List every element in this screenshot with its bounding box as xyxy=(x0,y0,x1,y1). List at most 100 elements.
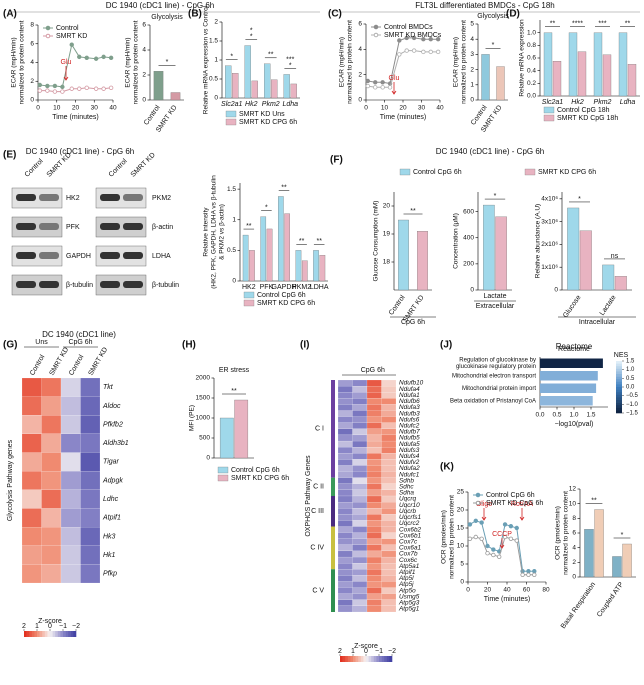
colorbar-swatch xyxy=(616,405,622,409)
significance: * xyxy=(289,62,292,69)
row-label: Uqcrc2 xyxy=(399,520,420,527)
heatmap-cell xyxy=(381,416,397,423)
data-point xyxy=(485,543,490,549)
heatmap-cell xyxy=(41,377,62,397)
row-group-label: C I xyxy=(315,426,324,433)
annotation-arrow xyxy=(481,516,487,521)
data-point xyxy=(497,554,502,559)
colorbar-swatch xyxy=(616,371,622,375)
x-tick-label: 10 xyxy=(381,105,389,112)
legend-swatch xyxy=(225,118,237,126)
heatmap-cell xyxy=(337,410,353,417)
heatmap-cell xyxy=(366,550,382,558)
bar xyxy=(495,216,507,291)
heatmap-cell xyxy=(366,465,382,472)
y-tick-label: 0 xyxy=(470,287,474,294)
colorbar-swatch xyxy=(616,366,622,370)
row-label: Aldoc xyxy=(102,403,121,410)
heatmap-cell xyxy=(21,527,42,546)
chart-title: DC 1940 (cDC1 line) xyxy=(42,330,116,339)
bar xyxy=(579,230,592,291)
heatmap-cell xyxy=(80,415,101,434)
y-axis-label: & PKM2 vs β-actin) xyxy=(219,204,226,260)
bar xyxy=(552,61,562,97)
heatmap-cell xyxy=(366,514,382,521)
series-line xyxy=(39,43,112,88)
heatmap-cell xyxy=(366,392,382,399)
heatmap-cell xyxy=(352,520,368,527)
data-point xyxy=(532,572,537,577)
header: DC 1940 (cDC1 line) - CpG 6h xyxy=(106,1,214,10)
y-tick-label: 6 xyxy=(30,40,34,47)
x-tick-label: LDHA xyxy=(310,284,329,291)
row-label: Ndufa2 xyxy=(399,465,420,472)
row-group-bar xyxy=(331,380,335,478)
y-tick-label: 600 xyxy=(463,208,474,215)
x-tick-label: Ldha xyxy=(620,99,636,106)
data-point xyxy=(404,48,409,53)
heatmap-cell xyxy=(381,428,397,436)
heatmap-cell xyxy=(352,605,368,613)
heatmap-cell xyxy=(366,471,382,478)
heatmap-cell xyxy=(352,502,368,509)
significance: * xyxy=(166,59,169,66)
x-tick-label: Hk2 xyxy=(571,99,584,106)
heatmap-cell xyxy=(337,428,353,436)
row-group-label: C IV xyxy=(310,545,324,552)
heatmap-cell xyxy=(21,545,42,565)
row-label: Cox6b2 xyxy=(399,526,422,533)
bar xyxy=(483,204,495,291)
chart-title: ER stress xyxy=(219,367,250,374)
y-tick-label: 6 xyxy=(358,21,362,28)
y-tick-label: 4 xyxy=(572,544,576,551)
legend-swatch xyxy=(524,168,536,176)
heatmap-cell xyxy=(337,556,353,564)
bar xyxy=(417,231,428,291)
heatmap-cell xyxy=(337,605,353,613)
colorbar-swatch xyxy=(355,656,359,662)
row-label: Ndufb5 xyxy=(399,435,420,442)
blot-band xyxy=(123,252,143,259)
y-tick-label: 0.0 xyxy=(527,93,536,100)
bar xyxy=(260,216,267,282)
y-tick-label: 0.2 xyxy=(527,80,536,87)
bar xyxy=(540,358,603,368)
heatmap-cell xyxy=(366,599,382,606)
data-point xyxy=(526,569,531,574)
data-point xyxy=(514,525,519,531)
colorbar-swatch xyxy=(616,389,622,393)
y-axis-label: normalized to protein content xyxy=(19,20,26,104)
blot-label: LDHA xyxy=(152,253,171,260)
blot-band xyxy=(16,194,36,201)
colorbar-label: −1 xyxy=(59,623,67,630)
chart-title: Reactome xyxy=(558,346,590,353)
blot-band xyxy=(123,281,143,288)
legend-label: Control CpG 18h xyxy=(557,107,610,114)
heatmap-cell xyxy=(366,526,382,533)
heatmap-cell xyxy=(381,386,397,393)
significance: * xyxy=(250,33,253,40)
colorbar-swatch xyxy=(353,656,356,662)
heatmap-cell xyxy=(41,564,62,584)
blot-label: HK2 xyxy=(66,195,80,202)
heatmap-cell xyxy=(381,599,397,606)
data-point xyxy=(60,84,65,90)
heatmap-cell xyxy=(366,416,382,423)
heatmap-cell xyxy=(41,545,62,565)
heatmap-cell xyxy=(41,396,62,416)
significance: ** xyxy=(281,184,287,191)
x-tick-label: 30 xyxy=(418,105,426,112)
significance: ** xyxy=(246,223,252,230)
panel-label: (D) xyxy=(506,9,520,20)
column-title: CpG 6h xyxy=(361,367,385,374)
y-tick-label: 4x10⁶ xyxy=(541,196,558,203)
colorbar-label: 0 xyxy=(364,648,368,655)
colorbar-swatch xyxy=(616,402,622,406)
colorbar-swatch xyxy=(616,394,622,398)
colorbar-swatch xyxy=(24,631,27,637)
significance: * xyxy=(250,27,253,34)
bar xyxy=(170,92,181,101)
colorbar-swatch xyxy=(616,410,622,414)
y-tick-label: 2 xyxy=(30,78,34,85)
